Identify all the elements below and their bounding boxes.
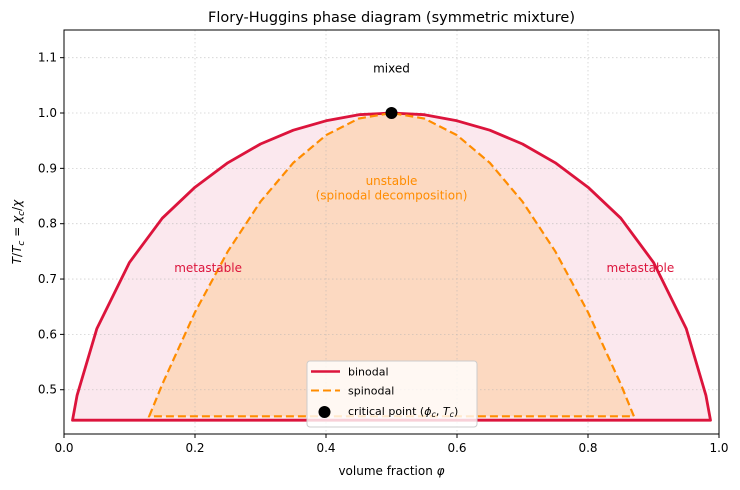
region-annotation: metastable (607, 261, 675, 275)
x-axis-label: volume fraction φ (338, 464, 444, 478)
region-fills (72, 113, 711, 421)
region-annotation: mixed (373, 62, 410, 76)
y-tick-label: 1.0 (38, 106, 57, 120)
x-tick-label: 0.6 (447, 441, 466, 455)
y-tick-label: 0.6 (38, 327, 57, 341)
critical-point-marker (385, 107, 398, 120)
legend: binodal spinodal critical point (ϕc, Tc) (306, 360, 478, 428)
region-annotation: unstable (366, 174, 418, 188)
x-tick-label: 0.4 (316, 441, 335, 455)
binodal-curve (71, 111, 712, 422)
annotations: mixed unstable(spinodal decomposition) met… (174, 62, 674, 275)
legend-critical-point-marker (318, 406, 331, 418)
x-tick-label: 0.8 (578, 441, 597, 455)
x-tick-label: 0.0 (54, 441, 73, 455)
legend-spinodal-label: spinodal (348, 385, 394, 398)
x-tick-label: 0.2 (185, 441, 204, 455)
curves (71, 107, 712, 422)
y-tick-label: 0.5 (38, 383, 57, 397)
region-annotation: (spinodal decomposition) (316, 188, 468, 202)
unstable-region-fill (149, 113, 634, 417)
plot-frame (63, 29, 720, 435)
y-axis-label: T/Tc = χc/χ (10, 199, 27, 264)
y-tick-label: 1.1 (38, 51, 57, 65)
axis-ticks: 0.0 0.2 0.4 0.6 0.8 1.0 0.5 0.6 0.7 0.8 0.9 1.0 1.1 (38, 51, 729, 455)
legend-binodal-label: binodal (348, 366, 389, 379)
y-tick-label: 0.8 (38, 217, 57, 231)
legend-critical-point-label: critical point (ϕc, Tc) (348, 405, 458, 419)
region-annotation: metastable (174, 261, 242, 275)
y-tick-label: 0.9 (38, 161, 57, 175)
y-tick-label: 0.7 (38, 272, 57, 286)
legend-box (306, 360, 478, 428)
spinodal-curve (147, 111, 636, 418)
x-tick-label: 1.0 (709, 441, 728, 455)
chart-title: Flory-Huggins phase diagram (symmetric m… (208, 10, 575, 26)
